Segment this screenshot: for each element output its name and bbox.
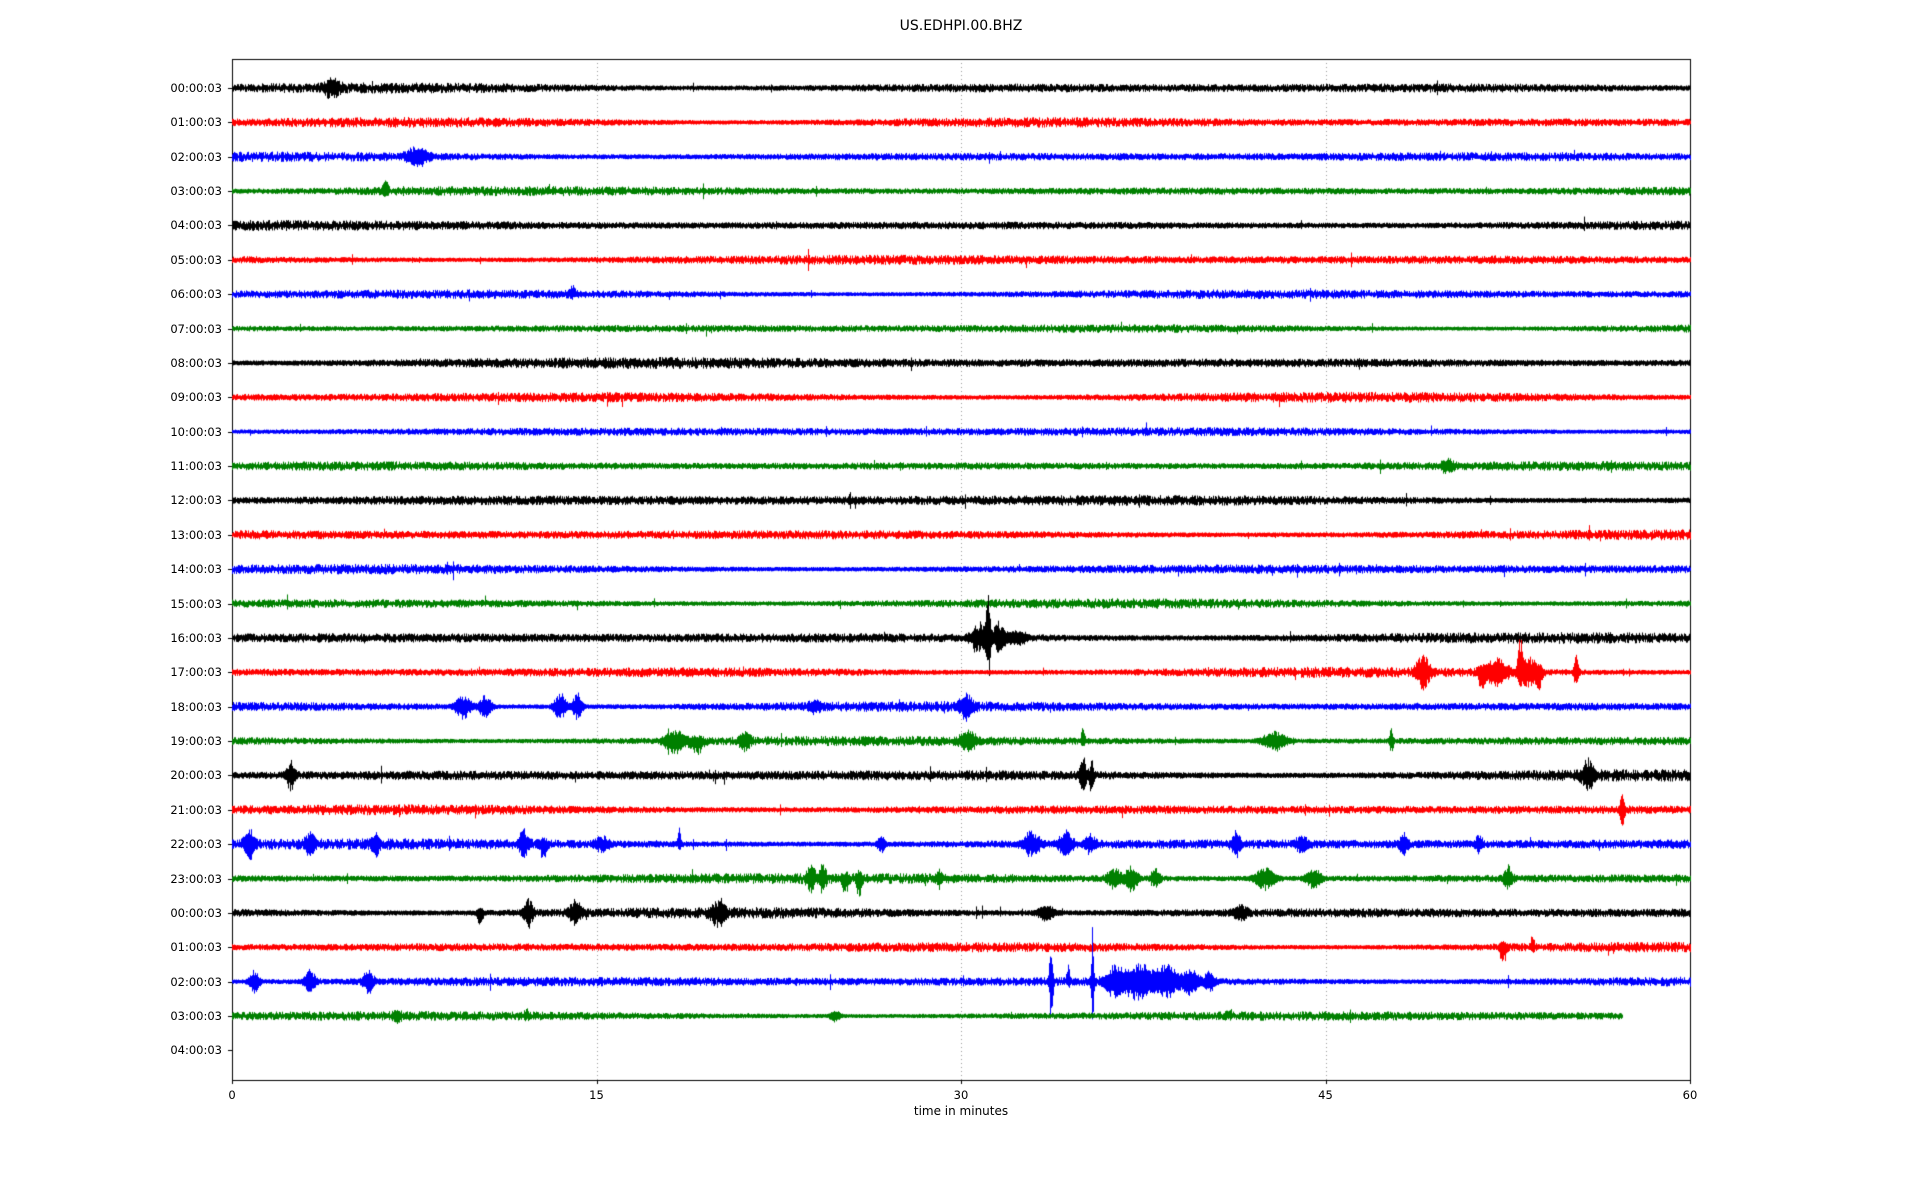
y-tick-label: 04:00:03 [170,1043,222,1058]
y-tick-label: 01:00:03 [170,940,222,955]
y-tick-label: 22:00:03 [170,837,222,852]
y-tick-label: 13:00:03 [170,527,222,542]
y-tick-label: 00:00:03 [170,905,222,920]
y-tick-label: 03:00:03 [170,184,222,199]
y-tick-label: 04:00:03 [170,218,222,233]
y-tick-label: 06:00:03 [170,287,222,302]
y-tick-label: 20:00:03 [170,768,222,783]
y-tick-label: 02:00:03 [170,149,222,164]
y-tick-label: 02:00:03 [170,974,222,989]
y-tick-label: 15:00:03 [170,596,222,611]
y-tick-label: 12:00:03 [170,493,222,508]
x-tick-label: 45 [1318,1088,1333,1102]
y-tick-label: 19:00:03 [170,734,222,749]
y-tick-label: 23:00:03 [170,871,222,886]
y-tick-label: 18:00:03 [170,699,222,714]
y-tick-label: 03:00:03 [170,1008,222,1023]
y-tick-label: 01:00:03 [170,115,222,130]
y-tick-label: 14:00:03 [170,562,222,577]
x-tick-label: 60 [1682,1088,1698,1102]
y-tick-label: 11:00:03 [170,459,222,474]
y-tick-label: 17:00:03 [170,665,222,680]
x-tick-label: 15 [589,1088,604,1102]
y-tick-label: 08:00:03 [170,355,222,370]
y-tick-label: 21:00:03 [170,802,222,817]
x-tick-label: 0 [228,1088,236,1102]
y-tick-label: 07:00:03 [170,321,222,336]
x-axis-title: time in minutes [913,1104,1009,1118]
y-tick-label: 00:00:03 [170,81,222,95]
chart-title: US.EDHPI.00.BHZ [899,18,1023,34]
y-tick-label: 16:00:03 [170,630,222,645]
y-tick-label: 10:00:03 [170,424,222,439]
y-tick-label: 05:00:03 [170,252,222,267]
y-tick-label: 09:00:03 [170,390,222,405]
x-tick-label: 30 [953,1088,969,1102]
